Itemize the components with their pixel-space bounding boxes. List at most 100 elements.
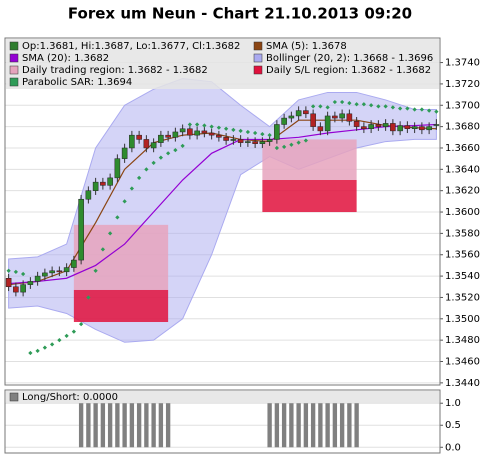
sar-dot [115, 215, 120, 220]
legend-swatch [9, 77, 19, 87]
candle-body [71, 259, 77, 268]
y-tick-label: 1.3500 [445, 314, 480, 325]
y-tick-label: 1.0 [445, 398, 461, 409]
candle-body [114, 158, 121, 179]
candle-body [194, 130, 200, 136]
candle-body [34, 275, 41, 282]
legend-swatch [9, 41, 19, 51]
candle-body [433, 124, 440, 126]
candle-body [172, 131, 179, 138]
candle-body [121, 147, 128, 159]
bar [158, 403, 164, 448]
candle-body [259, 141, 266, 144]
sar-dot [122, 199, 127, 204]
candle-body [411, 126, 418, 130]
bar [281, 403, 287, 448]
bar [303, 403, 309, 448]
sar-dot [224, 126, 229, 131]
candle-body [382, 123, 389, 127]
candle-body [397, 125, 403, 132]
sar-dot [195, 122, 200, 127]
candle-body [56, 270, 63, 273]
bar [274, 403, 280, 448]
legend-swatch [253, 41, 263, 51]
bar [144, 403, 149, 448]
candle-body [332, 115, 338, 119]
y-tick-label: 1.3700 [445, 100, 480, 111]
candle-body [346, 113, 353, 122]
sar-dot [238, 128, 243, 134]
candle-body [303, 110, 309, 115]
y-tick-label: 0.0 [445, 442, 461, 453]
y-tick-label: 1.3560 [445, 250, 480, 261]
bar [267, 403, 272, 448]
candle-body [20, 284, 26, 293]
candle-body [324, 115, 331, 132]
y-tick-label: 1.3440 [445, 378, 480, 389]
candle-body [136, 134, 142, 140]
candle-body [390, 123, 396, 132]
sar-dot [137, 175, 142, 180]
candle-body [165, 134, 171, 138]
candle-body [187, 128, 193, 136]
sar-dot [180, 143, 185, 148]
y-tick-label: 1.3660 [445, 143, 480, 154]
sar-dot [260, 131, 265, 137]
bar [310, 403, 316, 448]
candle-body [42, 272, 48, 277]
candle-body [143, 139, 150, 149]
legend-swatch [9, 65, 19, 75]
candle-body [129, 134, 135, 149]
y-tick-label: 1.3600 [445, 207, 480, 218]
legend-box [6, 39, 439, 89]
sar-dot [151, 160, 156, 166]
candle-body [361, 126, 367, 130]
candle-body [78, 198, 84, 261]
bar [354, 403, 359, 448]
sar-dot [158, 155, 163, 160]
candle-body [237, 139, 244, 143]
bar [129, 403, 135, 448]
candle-body [368, 124, 374, 130]
candle-body [107, 177, 113, 186]
candle-body [208, 132, 215, 136]
sar-dot [245, 129, 250, 135]
legend-label: Op:1.3681, Hi:1.3687, Lo:1.3677, Cl:1.36… [22, 41, 240, 52]
y-tick-label: 1.3740 [445, 58, 480, 69]
candle-body [426, 126, 432, 131]
y-tick-label: 1.3540 [445, 271, 480, 282]
bar [325, 403, 330, 448]
legend-label: SMA (5): 1.3678 [266, 41, 347, 52]
candle-body [288, 115, 295, 119]
legend-swatch [253, 53, 263, 63]
sar-dot [282, 144, 287, 150]
bar [122, 403, 127, 448]
candle-body [245, 141, 251, 143]
bar [165, 403, 171, 448]
legend-label: Daily S/L region: 1.3682 - 1.3682 [266, 65, 431, 76]
candle-body [353, 121, 360, 127]
bar [100, 403, 106, 448]
bar [86, 403, 91, 448]
sar-dot [253, 130, 258, 136]
candle-body [230, 139, 237, 141]
region [262, 180, 357, 213]
candle-body [100, 181, 106, 186]
legend-label: Daily trading region: 1.3682 - 1.3682 [22, 65, 208, 76]
candle-body [27, 281, 34, 285]
candle-body [310, 113, 316, 127]
plot-border [4, 389, 441, 454]
bar [93, 403, 98, 448]
sar-dot [166, 151, 171, 156]
legend-label: Long/Short: 0.0000 [22, 392, 118, 403]
candle-body [216, 134, 222, 138]
candle-body [158, 134, 164, 143]
candle-body [13, 286, 19, 293]
region [73, 289, 169, 323]
bar [78, 403, 84, 448]
candle-body [201, 130, 208, 134]
bar [296, 403, 301, 448]
candle-body [5, 277, 12, 288]
candle-body [252, 141, 258, 144]
sar-dot [209, 124, 214, 129]
